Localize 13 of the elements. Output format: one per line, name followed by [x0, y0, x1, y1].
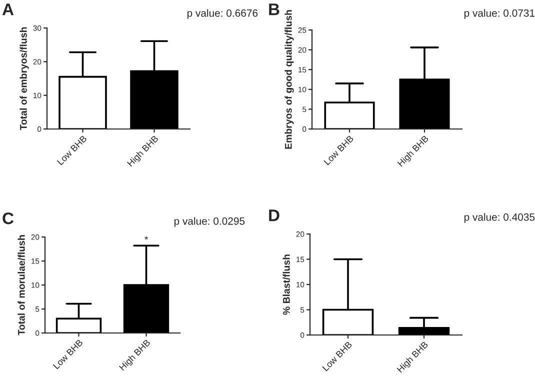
text: p value: 0.0731: [464, 9, 534, 19]
text: p value: 0.4035: [464, 213, 535, 223]
text: p value: 0.6676: [187, 9, 258, 19]
chart-title: B: [269, 4, 280, 16]
y-axis-title: Total of embryos/flush: [20, 27, 29, 130]
chart-title: C: [2, 212, 14, 224]
y-axis-title: Embryos of good quality/flush: [284, 10, 294, 149]
y-axis-title: Total of morulae/flush: [18, 235, 25, 336]
text: p value: 0.0295: [174, 217, 245, 227]
annotation: *: [144, 236, 148, 240]
chart-title: A: [2, 4, 14, 16]
y-axis-title: % Blast/flush: [282, 254, 290, 315]
chart-title: D: [269, 210, 280, 222]
